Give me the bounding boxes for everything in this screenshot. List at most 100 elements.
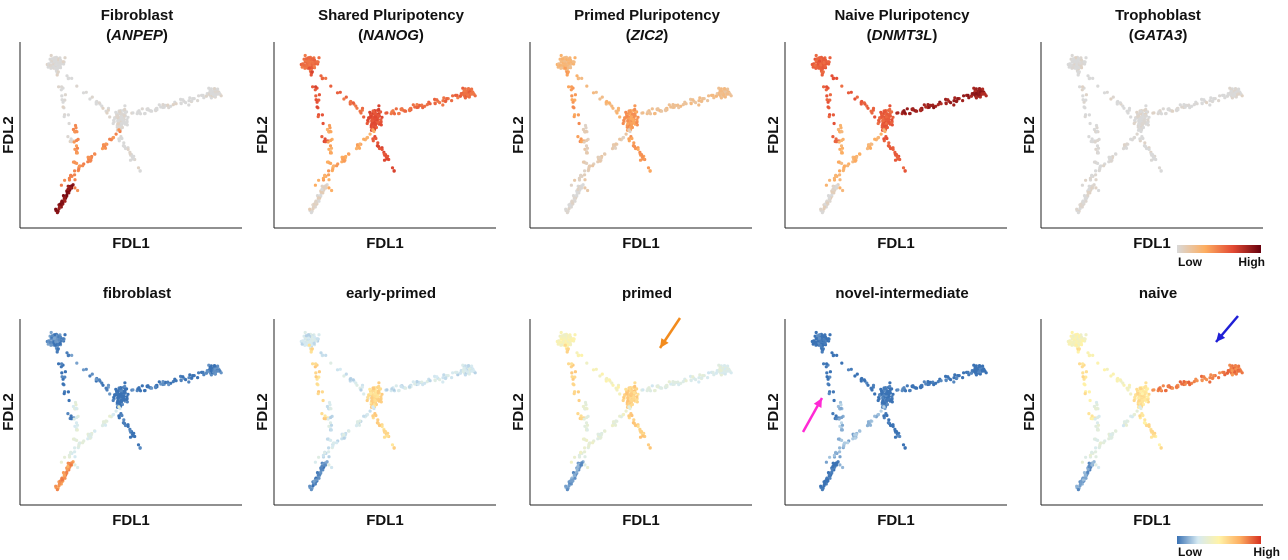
cell-point — [827, 196, 831, 200]
primed-pluripotency-cells — [555, 53, 733, 215]
cell-point — [820, 488, 825, 492]
cell-point — [312, 341, 316, 345]
cell-point — [831, 390, 836, 394]
cell-point — [212, 364, 217, 368]
cell-point — [380, 392, 384, 396]
cell-point — [319, 190, 323, 194]
cell-point — [53, 343, 57, 347]
cell-point — [73, 446, 77, 450]
cell-point — [304, 66, 308, 70]
cell-point — [621, 135, 626, 140]
cell-point — [70, 353, 74, 357]
cell-point — [1149, 158, 1154, 162]
cell-point — [1118, 378, 1122, 382]
cell-point — [1088, 176, 1092, 180]
cell-point — [646, 166, 651, 170]
cell-point — [888, 146, 893, 151]
cell-point — [825, 478, 830, 482]
cell-point — [689, 102, 693, 106]
cell-point — [952, 103, 956, 107]
cell-point — [571, 382, 575, 386]
cell-point — [681, 103, 685, 107]
cell-point — [428, 102, 432, 106]
cell-point — [377, 384, 381, 389]
cell-point — [359, 111, 363, 115]
cell-point — [1084, 178, 1088, 182]
cell-point — [74, 421, 79, 425]
cell-point — [1232, 370, 1237, 374]
cell-point — [838, 463, 842, 467]
cell-point — [355, 106, 359, 110]
cell-point — [813, 340, 817, 344]
cell-point — [470, 87, 474, 91]
cell-point — [1096, 415, 1100, 420]
cell-point — [166, 380, 170, 384]
cell-point — [901, 387, 905, 391]
cell-point — [939, 379, 943, 383]
cell-point — [1094, 463, 1098, 467]
cell-point — [1094, 178, 1098, 182]
cell-point — [1114, 429, 1118, 433]
cell-point — [128, 158, 133, 162]
cell-point — [1178, 103, 1182, 107]
cell-point — [377, 104, 381, 108]
cell-point — [425, 380, 429, 384]
cell-point — [1122, 143, 1127, 147]
cell-point — [634, 397, 639, 401]
cell-point — [197, 94, 201, 98]
cell-point — [65, 190, 69, 194]
cell-point — [1237, 87, 1241, 91]
cell-point — [828, 199, 832, 203]
cell-point — [377, 146, 382, 151]
cell-point — [1081, 94, 1085, 98]
cell-point — [90, 372, 94, 376]
cell-point — [828, 56, 832, 60]
cell-point — [828, 370, 833, 374]
cell-point — [317, 199, 321, 203]
cell-point — [583, 186, 587, 190]
cell-point — [60, 478, 64, 482]
cell-point — [726, 364, 730, 368]
cell-point — [58, 341, 62, 345]
cell-point — [1240, 94, 1244, 98]
cell-point — [629, 392, 634, 396]
cell-point — [65, 351, 69, 355]
cell-point — [1218, 371, 1222, 375]
cell-point — [1091, 140, 1095, 144]
cell-point — [378, 120, 383, 124]
cell-point — [961, 99, 965, 103]
cell-point — [1083, 115, 1087, 119]
naive-score-ylabel: FDL2 — [1021, 393, 1038, 431]
cell-point — [116, 399, 120, 403]
cell-point — [1230, 92, 1234, 96]
cell-point — [369, 114, 373, 118]
cell-point — [81, 91, 86, 95]
cell-point — [883, 387, 887, 391]
cell-point — [311, 484, 315, 488]
cell-point — [304, 57, 308, 61]
cell-point — [1222, 370, 1226, 374]
cell-point — [329, 423, 334, 427]
cell-point — [842, 167, 846, 171]
cell-point — [124, 397, 129, 401]
cell-point — [726, 87, 730, 91]
cell-point — [54, 207, 58, 211]
cell-point — [97, 101, 101, 105]
cell-point — [315, 105, 319, 109]
cell-point — [598, 159, 602, 163]
cell-point — [839, 126, 843, 130]
cell-point — [114, 132, 118, 136]
cell-point — [946, 98, 950, 102]
cell-point — [1143, 418, 1147, 422]
cell-point — [303, 53, 307, 58]
cell-point — [1230, 369, 1234, 373]
cell-point — [881, 119, 885, 123]
cell-point — [859, 377, 863, 381]
cell-point — [1174, 385, 1178, 389]
cell-point — [119, 392, 123, 396]
cell-point — [136, 166, 141, 170]
cell-point — [54, 340, 58, 344]
cell-point — [953, 96, 957, 100]
cell-point — [1102, 164, 1106, 168]
cell-point — [648, 169, 652, 173]
